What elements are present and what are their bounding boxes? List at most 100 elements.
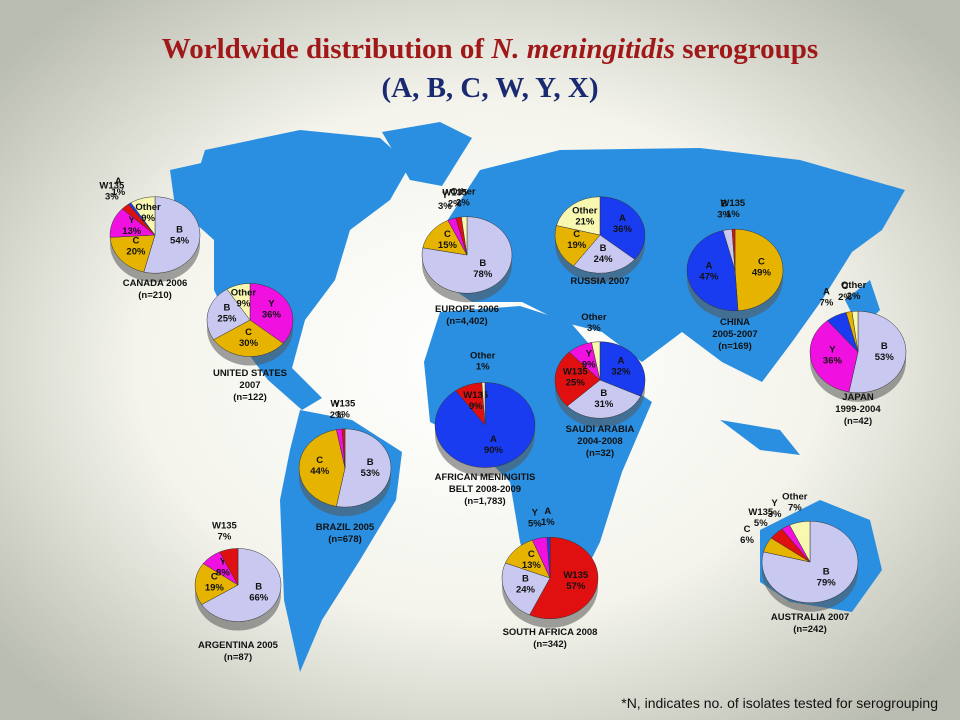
slice-label: 44% — [310, 466, 330, 477]
slice-label: 36% — [613, 224, 633, 235]
slice-label: 24% — [516, 584, 536, 595]
slice-label: 3% — [438, 201, 452, 212]
slice-category: Y — [333, 399, 340, 410]
region-label: SAUDI ARABIA — [566, 424, 635, 435]
region-label: (n=122) — [233, 392, 267, 403]
slice-category: W135 — [748, 507, 774, 518]
slice-label: 3% — [768, 509, 782, 520]
region-label: BRAZIL 2005 — [316, 522, 375, 533]
slice-label: 1% — [541, 517, 555, 528]
slice-category: A — [823, 286, 830, 297]
slice-label: 5% — [528, 518, 542, 529]
slice-category: B — [600, 243, 607, 254]
region-label: (n=4,402) — [446, 316, 487, 327]
slice-label: 53% — [875, 352, 895, 363]
slice-label: 2% — [448, 199, 462, 210]
region-label: (n=342) — [533, 639, 567, 650]
slice-category: W135 — [212, 520, 238, 531]
slice-label: 25% — [566, 377, 586, 388]
slice-category: B — [223, 303, 230, 314]
slice-category: B — [721, 199, 728, 210]
pie-slice — [194, 563, 239, 605]
region-label: RUSSIA 2007 — [570, 276, 629, 287]
pie-slice — [546, 536, 551, 579]
slice-label: 2% — [330, 410, 344, 421]
slice-label: 13% — [122, 226, 142, 237]
pie-slice — [761, 520, 859, 604]
pie-slice — [249, 283, 294, 344]
region-label: AFRICAN MENINGITIS — [435, 472, 536, 483]
slice-category: Other — [231, 288, 257, 299]
slice-category: A — [617, 356, 624, 367]
slice-category: Y — [771, 498, 778, 509]
slice-category: B — [600, 388, 607, 399]
slice-label: 3% — [587, 323, 601, 334]
slice-category: Y — [129, 215, 136, 226]
slice-category: C — [744, 524, 751, 535]
region-label: (n=87) — [224, 652, 252, 663]
slice-label: 9% — [582, 359, 596, 370]
slice-label: 57% — [566, 581, 586, 592]
slice-label: 19% — [567, 240, 587, 251]
subtitle: (A, B, C, W, Y, X) — [381, 72, 598, 104]
slice-label: 49% — [752, 267, 772, 278]
slice-category: Y — [532, 507, 539, 518]
region-label: 2007 — [239, 380, 260, 391]
slice-category: C — [528, 549, 535, 560]
slice-category: Other — [782, 491, 808, 502]
pie-slice — [206, 288, 251, 340]
pie-slice — [143, 196, 201, 274]
slice-label: 1% — [476, 361, 490, 372]
title-part: N. meningitidis — [490, 33, 675, 65]
slice-category: B — [255, 582, 262, 593]
slice-category: W135 — [442, 188, 468, 199]
region-label: BELT 2008-2009 — [449, 484, 521, 495]
slice-category: Y — [220, 557, 227, 568]
slice-category: Other — [841, 280, 867, 291]
region-label: AUSTRALIA 2007 — [771, 612, 849, 623]
slice-category: C — [573, 229, 580, 240]
slice-label: 1% — [726, 209, 740, 220]
slice-category: B — [367, 457, 374, 468]
slice-label: 8% — [216, 568, 230, 579]
pie-slice — [554, 225, 601, 267]
slice-category: Y — [586, 348, 593, 359]
slice-category: W135 — [463, 390, 489, 401]
slice-label: 7% — [218, 531, 232, 542]
slice-category: B — [176, 225, 183, 236]
pie-slice — [226, 283, 251, 321]
pie-slice — [809, 320, 859, 393]
pie-slice — [599, 196, 646, 260]
title-part: Worldwide distribution of — [162, 33, 492, 65]
pie-slice — [556, 196, 601, 236]
slice-category: A — [705, 261, 712, 272]
slice-label: 21% — [575, 216, 595, 227]
pie-slice — [591, 341, 601, 381]
slice-label: 90% — [484, 445, 504, 456]
region-label: SOUTH AFRICA 2008 — [503, 627, 598, 638]
pie-slice — [298, 429, 346, 507]
region-label: (n=678) — [328, 534, 362, 545]
slice-label: 6% — [740, 535, 754, 546]
pie-slice — [573, 234, 636, 274]
slice-category: Other — [450, 187, 476, 198]
region-label: (n=42) — [844, 416, 872, 427]
pie-slice — [554, 351, 601, 407]
slice-label: 1% — [111, 187, 125, 198]
slice-category: W135 — [563, 366, 589, 377]
pie-slice — [481, 382, 486, 426]
slice-label: 3% — [717, 210, 731, 221]
pie-slice — [686, 230, 739, 311]
slice-label: 7% — [820, 297, 834, 308]
title: Worldwide distribution of N. meningitidi… — [162, 33, 818, 65]
slice-category: B — [522, 573, 529, 584]
region-label: 1999-2004 — [835, 404, 881, 415]
